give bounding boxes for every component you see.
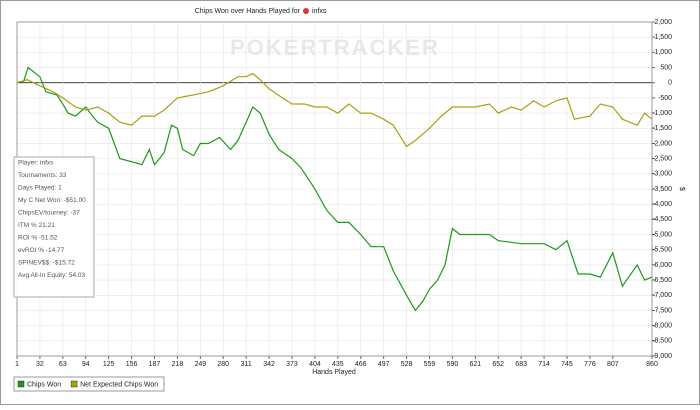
x-tick-label: 466 [355, 361, 367, 368]
x-tick-label: 528 [401, 361, 413, 368]
x-tick-label: 342 [263, 361, 275, 368]
y-tick-label: -4,500 [652, 216, 672, 223]
legend [13, 376, 165, 392]
player-name: infxs [312, 8, 327, 15]
y-tick-label: -9,000 [652, 353, 672, 360]
y-tick-label: -4,000 [652, 201, 672, 208]
legend-items: Chips Won Net Expected Chips Won [17, 380, 158, 388]
x-tick-label: 621 [469, 361, 481, 368]
x-tick-label: 683 [515, 361, 527, 368]
stat-line: Days Played: 1 [18, 185, 62, 192]
stat-line: ITM % 21.21 [18, 222, 55, 229]
plot [16, 66, 653, 312]
y-tick-label: -1,500 [652, 125, 672, 132]
x-tick-label: 94 [82, 361, 90, 368]
x-tick-label: 373 [286, 361, 298, 368]
x-tick-label: 745 [561, 361, 573, 368]
x-tick-label: 125 [103, 361, 115, 368]
stat-line: ChipsEV/tourney: -37 [18, 210, 80, 217]
stat-line: My C Net Won: -$51.00 [18, 197, 86, 204]
x-tick-label: 311 [241, 361, 252, 368]
y-tick-label: -3,000 [652, 171, 672, 178]
stat-line: ROI % -51.52 [18, 235, 58, 242]
y-tick-label: -500 [658, 95, 672, 102]
y-tick-label: -5,000 [652, 231, 672, 238]
y-tick-label: -6,500 [652, 277, 672, 284]
legend-label: Net Expected Chips Won [80, 381, 158, 388]
x-tick-label: 435 [332, 361, 344, 368]
y-axis-label: $ [678, 187, 685, 191]
x-tick-label: 187 [149, 361, 161, 368]
x-tick-label: 32 [36, 361, 44, 368]
legend-swatch [70, 380, 78, 388]
stat-line: Tournaments: 33 [18, 172, 67, 179]
x-tick-label: 807 [607, 361, 619, 368]
stat-line: SPINEV$$: -$15.72 [18, 260, 75, 267]
x-tick-label: 714 [538, 361, 550, 368]
legend-swatch [17, 380, 25, 388]
y-tick-label: -8,000 [652, 322, 672, 329]
y-tick-label: 0 [668, 80, 672, 87]
x-tick-label: 559 [424, 361, 436, 368]
x-tick-label: 1 [15, 361, 19, 368]
y-tick-label: -7,000 [652, 292, 672, 299]
y-tick-label: -5,500 [652, 247, 672, 254]
y-tick-label: -2,000 [652, 140, 672, 147]
y-tick-label: -8,500 [652, 338, 672, 345]
chart-title: Chips Won over Hands Played for [195, 8, 301, 15]
y-tick-label: -3,500 [652, 186, 672, 193]
stat-line: Avg All-In Equity: 54.03 [18, 272, 85, 279]
y-tick-label: -6,000 [652, 262, 672, 269]
x-tick-label: 218 [172, 361, 184, 368]
x-axis-label: Hands Played [312, 369, 356, 376]
x-tick-label: 590 [447, 361, 459, 368]
y-tick-label: -2,500 [652, 155, 672, 162]
y-tick-label: -1,000 [652, 110, 672, 117]
x-tick-label: 776 [584, 361, 596, 368]
y-tick-label: -7,500 [652, 307, 672, 314]
x-tick-label: 652 [492, 361, 504, 368]
series-line [16, 72, 653, 148]
x-tick-label: 156 [126, 361, 138, 368]
y-tick-label: 500 [660, 64, 672, 71]
x-tick-label: 249 [194, 361, 206, 368]
x-tick-label: 404 [309, 361, 321, 368]
watermark: POKERTRACKER [230, 35, 440, 60]
legend-label: Chips Won [27, 381, 61, 388]
x-tick-label: 63 [59, 361, 67, 368]
series-line [16, 66, 653, 312]
player-icon [303, 8, 309, 14]
x-tick-label: 280 [217, 361, 229, 368]
x-tick-label: 497 [378, 361, 390, 368]
stat-line: evROI % -14.77 [18, 247, 65, 254]
y-tick-label: 2,000 [654, 19, 672, 26]
stats: Player: infxs Tournaments: 33 Days Played:… [18, 160, 86, 280]
y-tick-label: 1,000 [654, 49, 672, 56]
y-tick-label: 1,500 [654, 34, 672, 41]
x-tick-label: 860 [646, 361, 658, 368]
stats-box [13, 156, 95, 298]
stat-line: Player: infxs [18, 160, 54, 167]
